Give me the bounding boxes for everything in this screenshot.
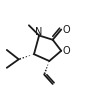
- Text: N: N: [35, 27, 42, 37]
- Text: O: O: [62, 46, 70, 56]
- Text: O: O: [62, 25, 70, 35]
